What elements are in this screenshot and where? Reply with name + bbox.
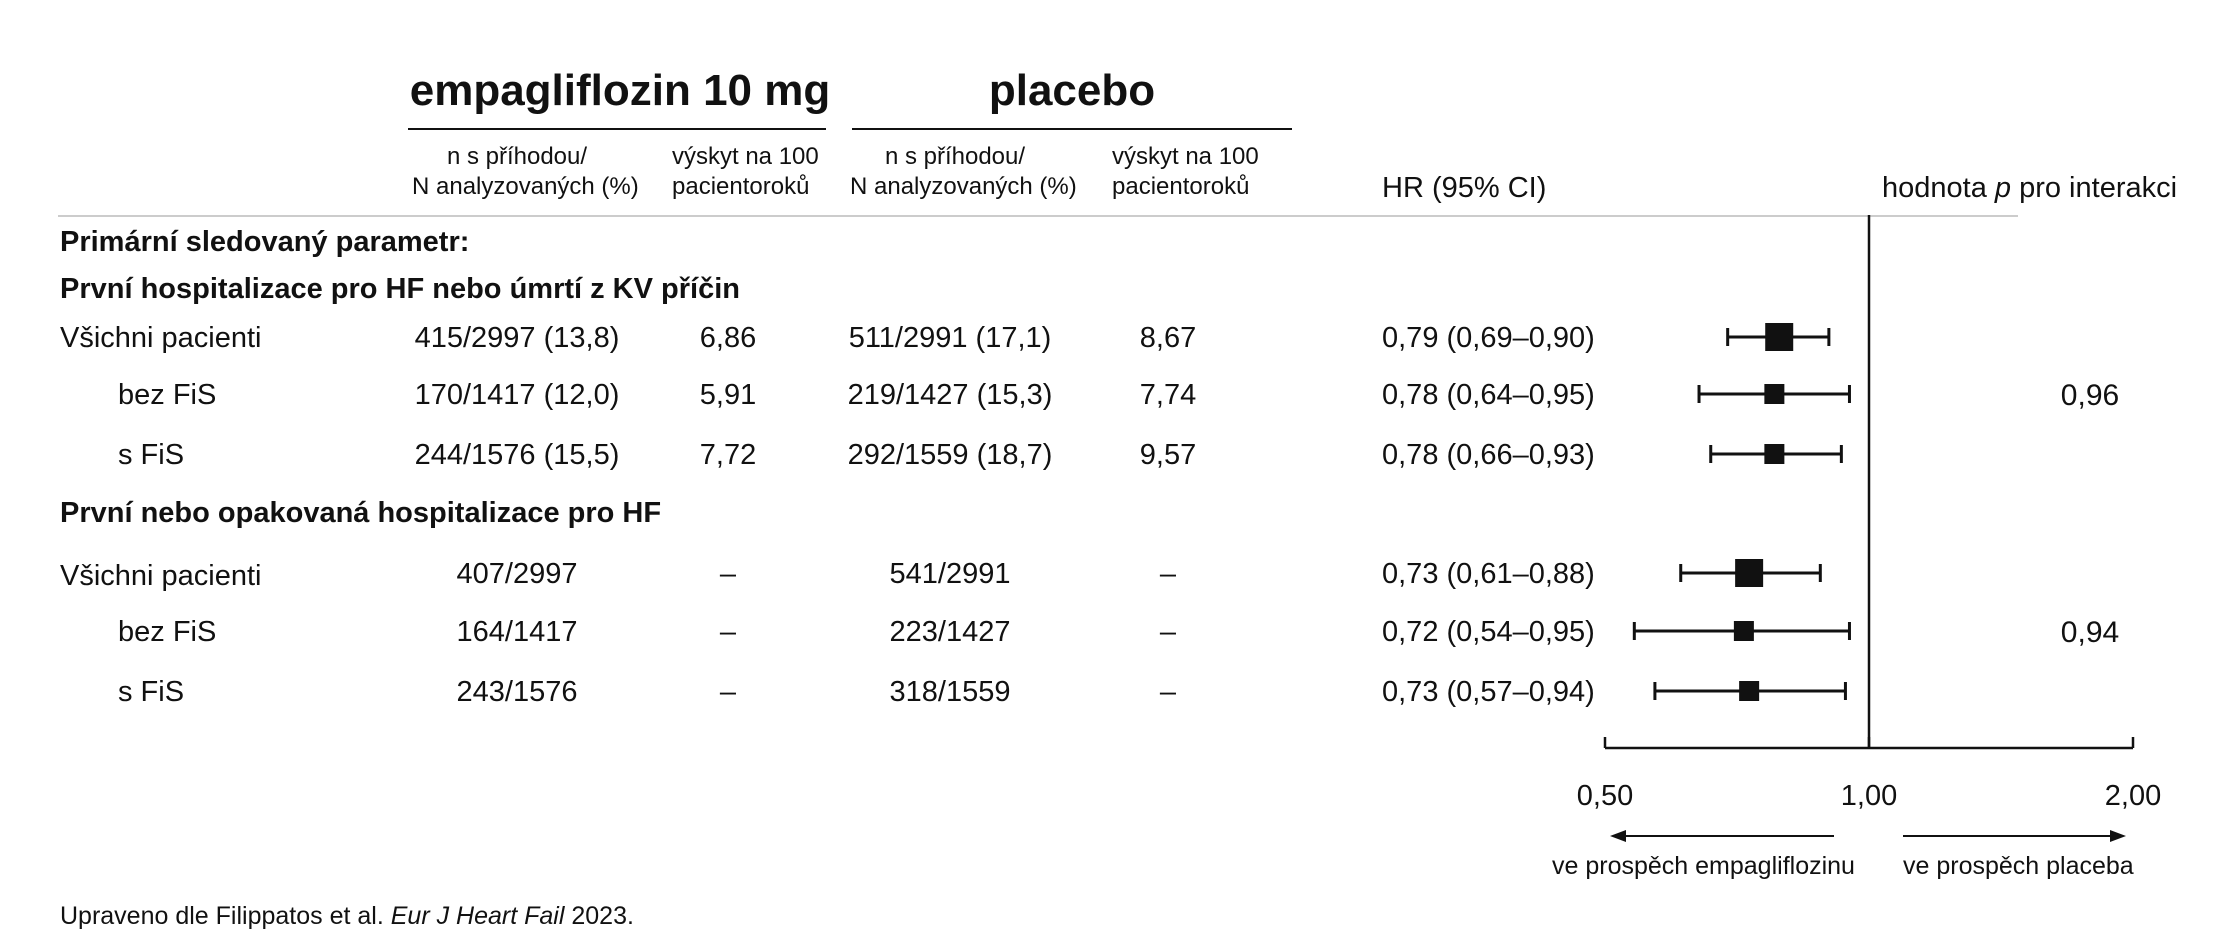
empa-n-cell: 170/1417 (12,0) [414,379,620,411]
section-primary-endpoint: Primární sledovaný parametr: [60,226,470,258]
empagliflozin-group-title: empagliflozin 10 mg [409,66,831,115]
empa-n-cell: 415/2997 (13,8) [414,322,620,354]
row-label: bez FiS [118,379,217,411]
tick-label-0-50: 0,50 [1576,780,1634,812]
row-label: bez FiS [118,616,217,648]
row-label: Všichni pacienti [60,322,262,354]
placebo-rate-header: výskyt na 100 pacientoroků [1112,143,1259,200]
p-interaction-header: hodnota p pro interakci [1882,172,2178,204]
arrow-right-head [2110,830,2126,842]
placebo-group-title: placebo [988,66,1156,115]
placebo-rate-cell: – [1159,676,1177,708]
section-first-or-recurrent-hospitalization: První nebo opakovaná hospitalizace pro H… [60,497,662,529]
placebo-n-cell: 219/1427 (15,3) [847,379,1053,411]
placebo-n-header: n s příhodou/ N analyzovaných (%) [850,143,1077,200]
tick-label-2-00: 2,00 [2104,780,2162,812]
tick-label-1-00: 1,00 [1840,780,1898,812]
empagliflozin-group-underline [408,128,826,130]
placebo-rate-cell: 7,74 [1139,379,1197,411]
hr-point-marker [1739,681,1760,701]
hr-cell: 0,72 (0,54–0,95) [1382,616,1595,648]
placebo-n-cell: 541/2991 [889,558,1011,590]
empa-n-header: n s příhodou/ N analyzovaných (%) [412,143,639,200]
empa-rate-cell: 5,91 [699,379,757,411]
placebo-rate-cell: – [1159,616,1177,648]
row-label: s FiS [118,676,185,708]
hr-header: HR (95% CI) [1382,172,1547,204]
section-first-hospitalization-or-cv-death: První hospitalizace pro HF nebo úmrtí z … [60,273,740,305]
p-interaction-value: 0,96 [2060,379,2120,412]
hr-point-marker [1764,444,1785,464]
placebo-n-cell: 223/1427 [889,616,1011,648]
placebo-rate-cell: – [1159,558,1177,590]
empa-rate-cell: – [719,676,737,708]
hr-cell: 0,73 (0,57–0,94) [1382,676,1595,708]
favours-empagliflozin-label: ve prospěch empagliflozinu [1552,852,1855,880]
placebo-n-cell: 318/1559 [889,676,1011,708]
p-interaction-value: 0,94 [2060,616,2120,649]
favours-placebo-label: ve prospěch placeba [1903,852,2134,880]
empa-rate-cell: – [719,616,737,648]
placebo-group-underline [852,128,1292,130]
row-label: Všichni pacienti [60,560,262,592]
hr-point-marker [1764,384,1785,404]
placebo-rate-cell: 9,57 [1139,439,1197,471]
empa-n-cell: 164/1417 [456,616,578,648]
placebo-n-cell: 292/1559 (18,7) [847,439,1053,471]
row-label: s FiS [118,439,185,471]
empa-rate-header: výskyt na 100 pacientoroků [672,143,819,200]
placebo-rate-cell: 8,67 [1139,322,1197,354]
empa-n-cell: 407/2997 [456,558,578,590]
placebo-n-cell: 511/2991 (17,1) [848,322,1052,354]
hr-point-marker [1735,559,1764,587]
empa-rate-cell: 7,72 [699,439,757,471]
hr-cell: 0,78 (0,64–0,95) [1382,379,1595,411]
arrow-left-head [1610,830,1626,842]
hr-cell: 0,79 (0,69–0,90) [1382,322,1595,354]
hr-cell: 0,73 (0,61–0,88) [1382,558,1595,590]
empa-rate-cell: – [719,558,737,590]
header-divider [58,215,2018,217]
empa-rate-cell: 6,86 [699,322,757,354]
hr-point-marker [1765,323,1794,351]
hr-point-marker [1733,621,1754,641]
hr-cell: 0,78 (0,66–0,93) [1382,439,1595,471]
source-footnote: Upraveno dle Filippatos et al. Eur J Hea… [60,902,634,930]
empa-n-cell: 244/1576 (15,5) [414,439,620,471]
empa-n-cell: 243/1576 [456,676,578,708]
